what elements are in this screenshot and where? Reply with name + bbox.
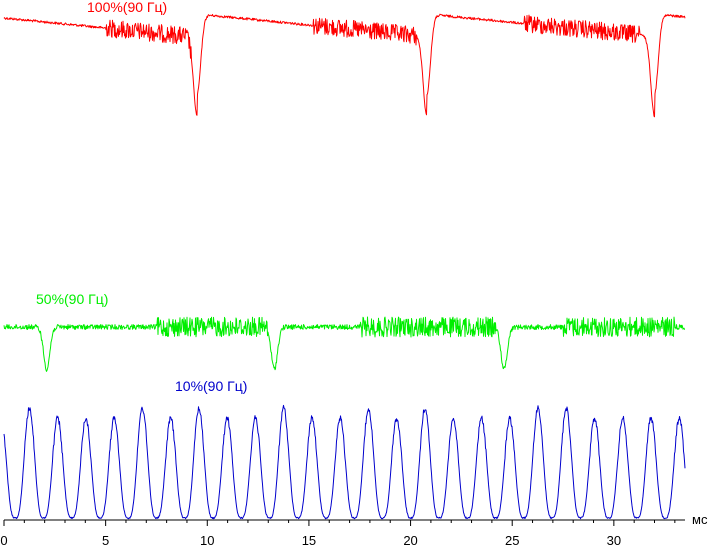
x-tick-label: 10: [200, 533, 214, 547]
series-label-10: 10%(90 Гц): [175, 378, 247, 394]
trace-50-percent: [3, 316, 686, 372]
trace-10-percent: [3, 404, 686, 520]
series-labels-group: 100%(90 Гц) 50%(90 Гц) 10%(90 Гц): [36, 0, 247, 394]
series-label-50: 50%(90 Гц): [36, 291, 108, 307]
x-tick-label: 30: [607, 533, 621, 547]
x-tick-label: 15: [302, 533, 316, 547]
x-tick-label: 5: [102, 533, 109, 547]
x-axis: 0 5 10 15 20 25 30 мс: [0, 512, 708, 547]
x-axis-unit-label: мс: [692, 512, 708, 527]
x-axis-ticks: 0 5 10 15 20 25 30: [0, 520, 676, 547]
x-tick-label: 20: [403, 533, 417, 547]
x-tick-label: 0: [0, 533, 7, 547]
series-label-100: 100%(90 Гц): [87, 0, 167, 15]
trace-100-percent: [3, 13, 686, 118]
traces-group: [3, 13, 686, 520]
x-tick-label: 25: [505, 533, 519, 547]
